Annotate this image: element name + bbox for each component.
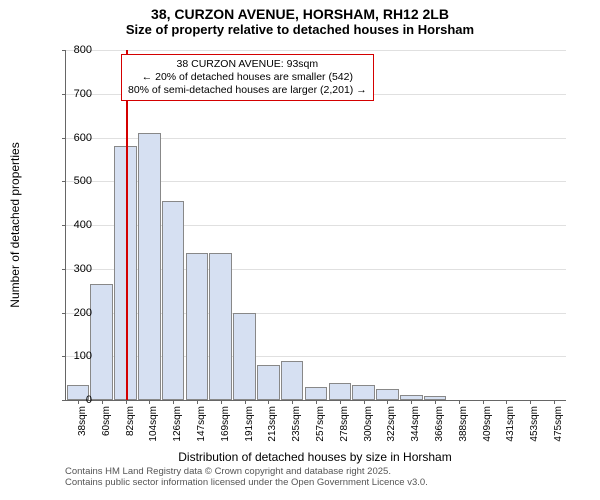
y-tick-label: 0 <box>62 394 92 406</box>
x-tick-label: 169sqm <box>220 406 231 456</box>
x-tick-label: 82sqm <box>125 406 136 456</box>
x-tick <box>316 400 317 404</box>
y-tick-label: 800 <box>62 44 92 56</box>
x-tick-label: 453sqm <box>529 406 540 456</box>
x-tick <box>411 400 412 404</box>
x-tick-label: 366sqm <box>434 406 445 456</box>
histogram-bar <box>138 133 161 400</box>
x-tick-label: 60sqm <box>101 406 112 456</box>
x-tick-label: 409sqm <box>482 406 493 456</box>
x-tick <box>387 400 388 404</box>
x-tick <box>102 400 103 404</box>
x-tick-label: 475sqm <box>553 406 564 456</box>
histogram-bar <box>233 313 256 401</box>
annotation-line-1: 38 CURZON AVENUE: 93sqm <box>128 58 367 71</box>
x-tick <box>221 400 222 404</box>
histogram-bar <box>186 253 209 400</box>
x-tick <box>364 400 365 404</box>
y-axis-label: Number of detached properties <box>8 142 22 307</box>
x-tick-label: 235sqm <box>291 406 302 456</box>
histogram-bar <box>90 284 113 400</box>
x-tick-label: 257sqm <box>315 406 326 456</box>
histogram-bar <box>257 365 280 400</box>
annotation-line-2: ← 20% of detached houses are smaller (54… <box>128 71 367 84</box>
grid-line <box>66 50 566 51</box>
y-tick-label: 400 <box>62 219 92 231</box>
x-tick <box>268 400 269 404</box>
chart-container: 38, CURZON AVENUE, HORSHAM, RH12 2LB Siz… <box>0 0 600 500</box>
x-tick-label: 388sqm <box>458 406 469 456</box>
plot-area: 38 CURZON AVENUE: 93sqm← 20% of detached… <box>65 50 566 401</box>
histogram-bar <box>162 201 185 400</box>
x-tick-label: 322sqm <box>386 406 397 456</box>
x-tick-label: 344sqm <box>410 406 421 456</box>
x-tick-label: 278sqm <box>339 406 350 456</box>
marker-line <box>126 50 128 400</box>
x-tick-label: 213sqm <box>267 406 278 456</box>
x-tick <box>530 400 531 404</box>
histogram-bar <box>329 383 352 400</box>
y-tick-label: 200 <box>62 307 92 319</box>
x-tick-label: 104sqm <box>148 406 159 456</box>
chart-subtitle: Size of property relative to detached ho… <box>0 22 600 41</box>
attribution-line-2: Contains public sector information licen… <box>65 477 428 488</box>
x-tick <box>506 400 507 404</box>
x-tick-label: 300sqm <box>363 406 374 456</box>
x-tick <box>197 400 198 404</box>
histogram-bar <box>281 361 304 400</box>
histogram-bar <box>352 385 375 400</box>
x-tick <box>149 400 150 404</box>
attribution-text: Contains HM Land Registry data © Crown c… <box>65 466 428 489</box>
histogram-bar <box>376 389 399 400</box>
x-tick <box>435 400 436 404</box>
y-tick-label: 500 <box>62 175 92 187</box>
x-tick <box>173 400 174 404</box>
x-tick <box>340 400 341 404</box>
x-tick <box>292 400 293 404</box>
x-tick-label: 126sqm <box>172 406 183 456</box>
x-tick <box>483 400 484 404</box>
x-tick <box>245 400 246 404</box>
x-tick-label: 431sqm <box>505 406 516 456</box>
x-tick <box>126 400 127 404</box>
x-tick <box>554 400 555 404</box>
x-tick <box>459 400 460 404</box>
histogram-bar <box>209 253 232 400</box>
x-tick-label: 38sqm <box>77 406 88 456</box>
y-tick-label: 700 <box>62 88 92 100</box>
histogram-bar <box>305 387 328 400</box>
y-tick-label: 600 <box>62 132 92 144</box>
chart-title: 38, CURZON AVENUE, HORSHAM, RH12 2LB <box>0 0 600 22</box>
y-tick-label: 100 <box>62 350 92 362</box>
annotation-box: 38 CURZON AVENUE: 93sqm← 20% of detached… <box>121 54 374 101</box>
x-tick-label: 147sqm <box>196 406 207 456</box>
x-tick-label: 191sqm <box>244 406 255 456</box>
y-tick-label: 300 <box>62 263 92 275</box>
attribution-line-1: Contains HM Land Registry data © Crown c… <box>65 466 428 477</box>
annotation-line-3: 80% of semi-detached houses are larger (… <box>128 84 367 97</box>
